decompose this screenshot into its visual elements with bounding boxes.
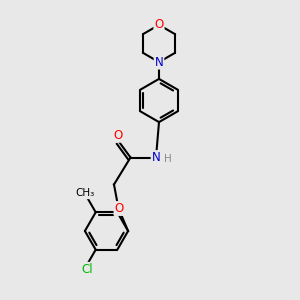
Text: O: O xyxy=(113,129,122,142)
Text: N: N xyxy=(152,151,160,164)
Text: O: O xyxy=(154,18,164,32)
Text: Cl: Cl xyxy=(81,263,92,276)
Text: N: N xyxy=(154,56,164,69)
Text: CH₃: CH₃ xyxy=(76,188,95,198)
Text: H: H xyxy=(164,154,171,164)
Text: O: O xyxy=(115,202,124,215)
